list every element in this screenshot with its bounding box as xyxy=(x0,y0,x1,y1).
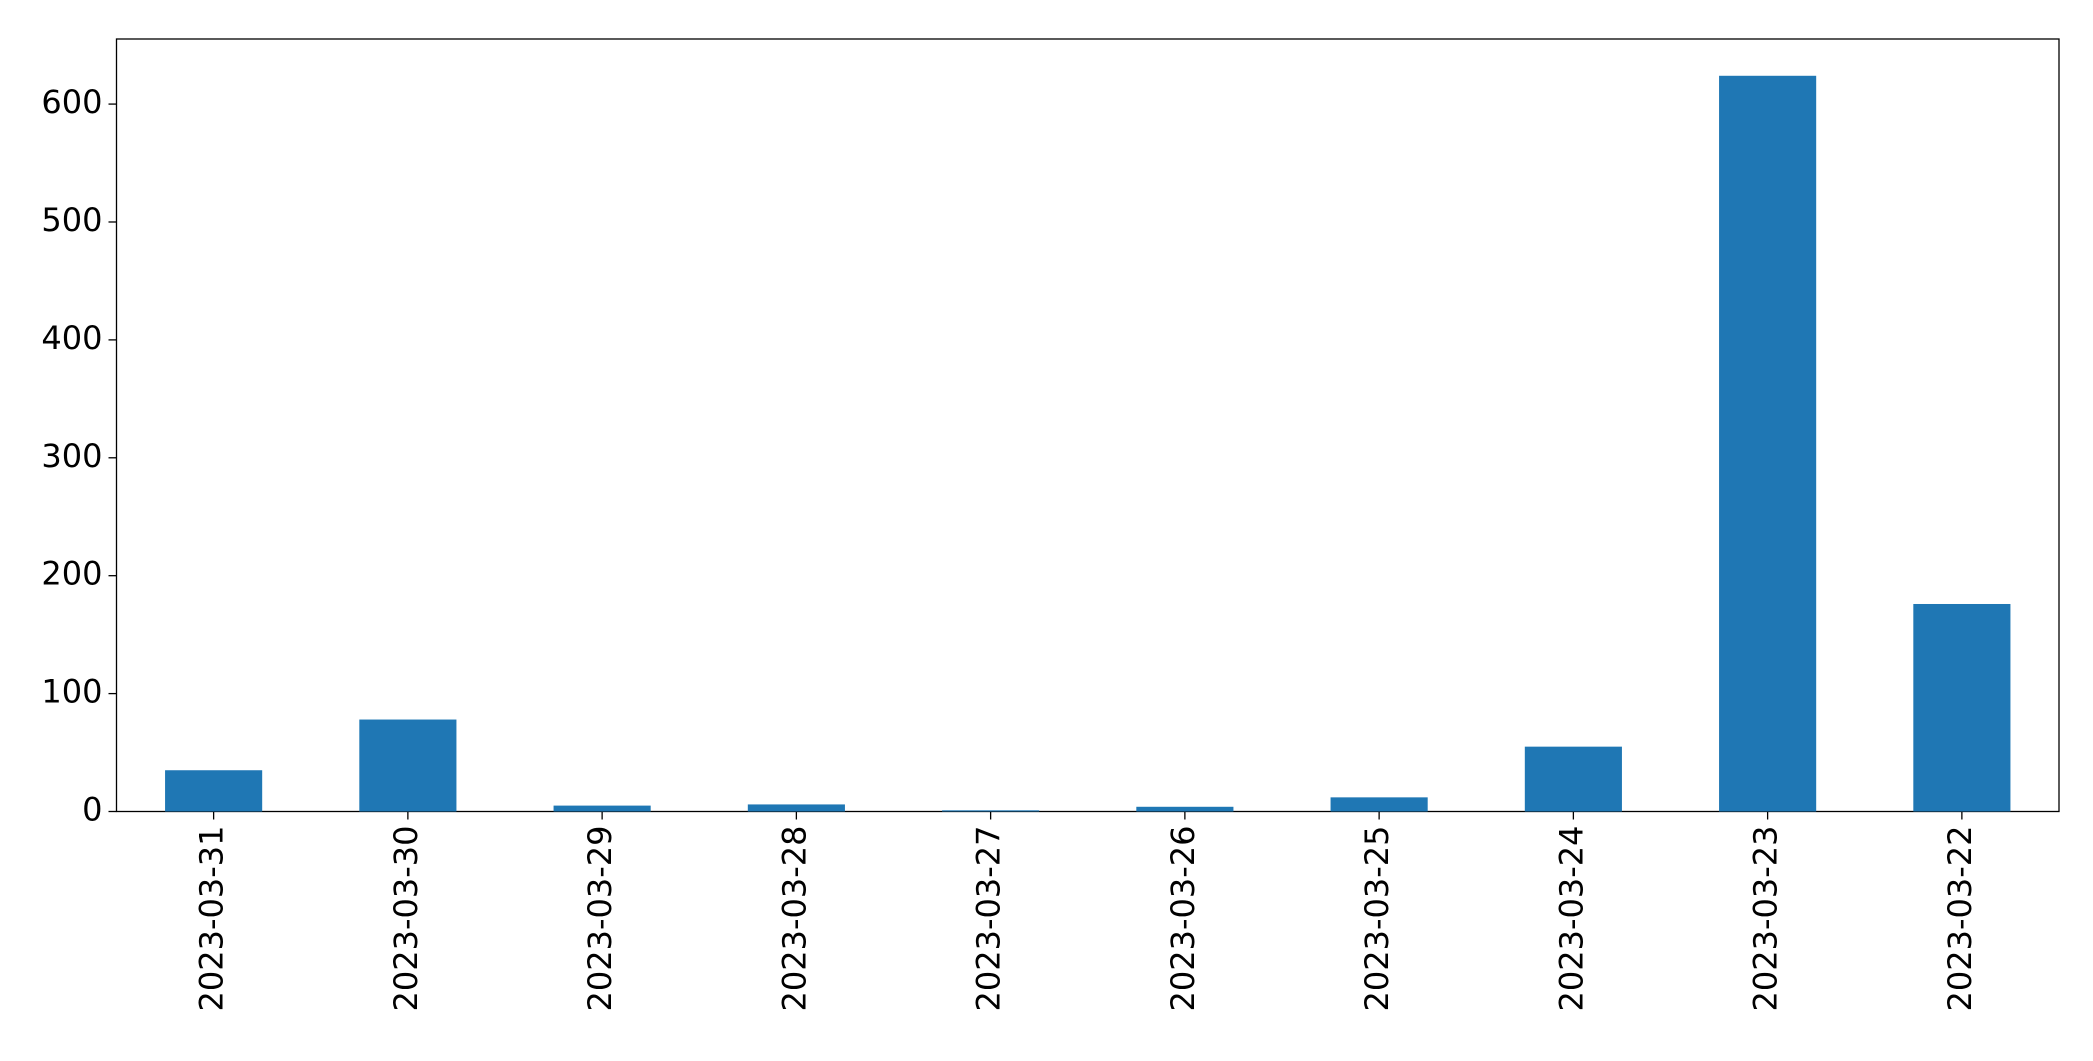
plot-frame xyxy=(115,38,2060,813)
bar xyxy=(359,719,457,812)
bar xyxy=(1136,806,1234,812)
x-tick-label: 2023-03-22 xyxy=(1941,826,1979,1012)
y-tick-label: 400 xyxy=(41,319,102,357)
x-tick-label: 2023-03-25 xyxy=(1358,826,1396,1012)
y-tick-label: 300 xyxy=(41,437,102,475)
bar xyxy=(1913,603,2011,812)
bar xyxy=(553,805,651,812)
y-tick-label: 500 xyxy=(41,201,102,239)
bar xyxy=(1524,746,1622,812)
x-tick-label: 2023-03-23 xyxy=(1747,826,1785,1012)
x-tick-label: 2023-03-29 xyxy=(581,826,619,1012)
y-tick-label: 0 xyxy=(82,791,102,829)
x-tick-label: 2023-03-24 xyxy=(1552,826,1590,1012)
bar xyxy=(165,770,263,812)
x-tick-label: 2023-03-27 xyxy=(970,826,1008,1012)
x-tick-label: 2023-03-31 xyxy=(193,826,231,1012)
y-tick-label: 100 xyxy=(41,673,102,711)
y-tick-label: 200 xyxy=(41,555,102,593)
bar xyxy=(1330,797,1428,812)
x-tick-label: 2023-03-26 xyxy=(1164,826,1202,1012)
bar xyxy=(942,810,1040,812)
y-tick-label: 600 xyxy=(41,83,102,121)
x-tick-label: 2023-03-30 xyxy=(387,826,425,1012)
x-tick-label: 2023-03-28 xyxy=(775,826,813,1012)
bar xyxy=(1719,75,1817,812)
bar xyxy=(747,804,845,812)
